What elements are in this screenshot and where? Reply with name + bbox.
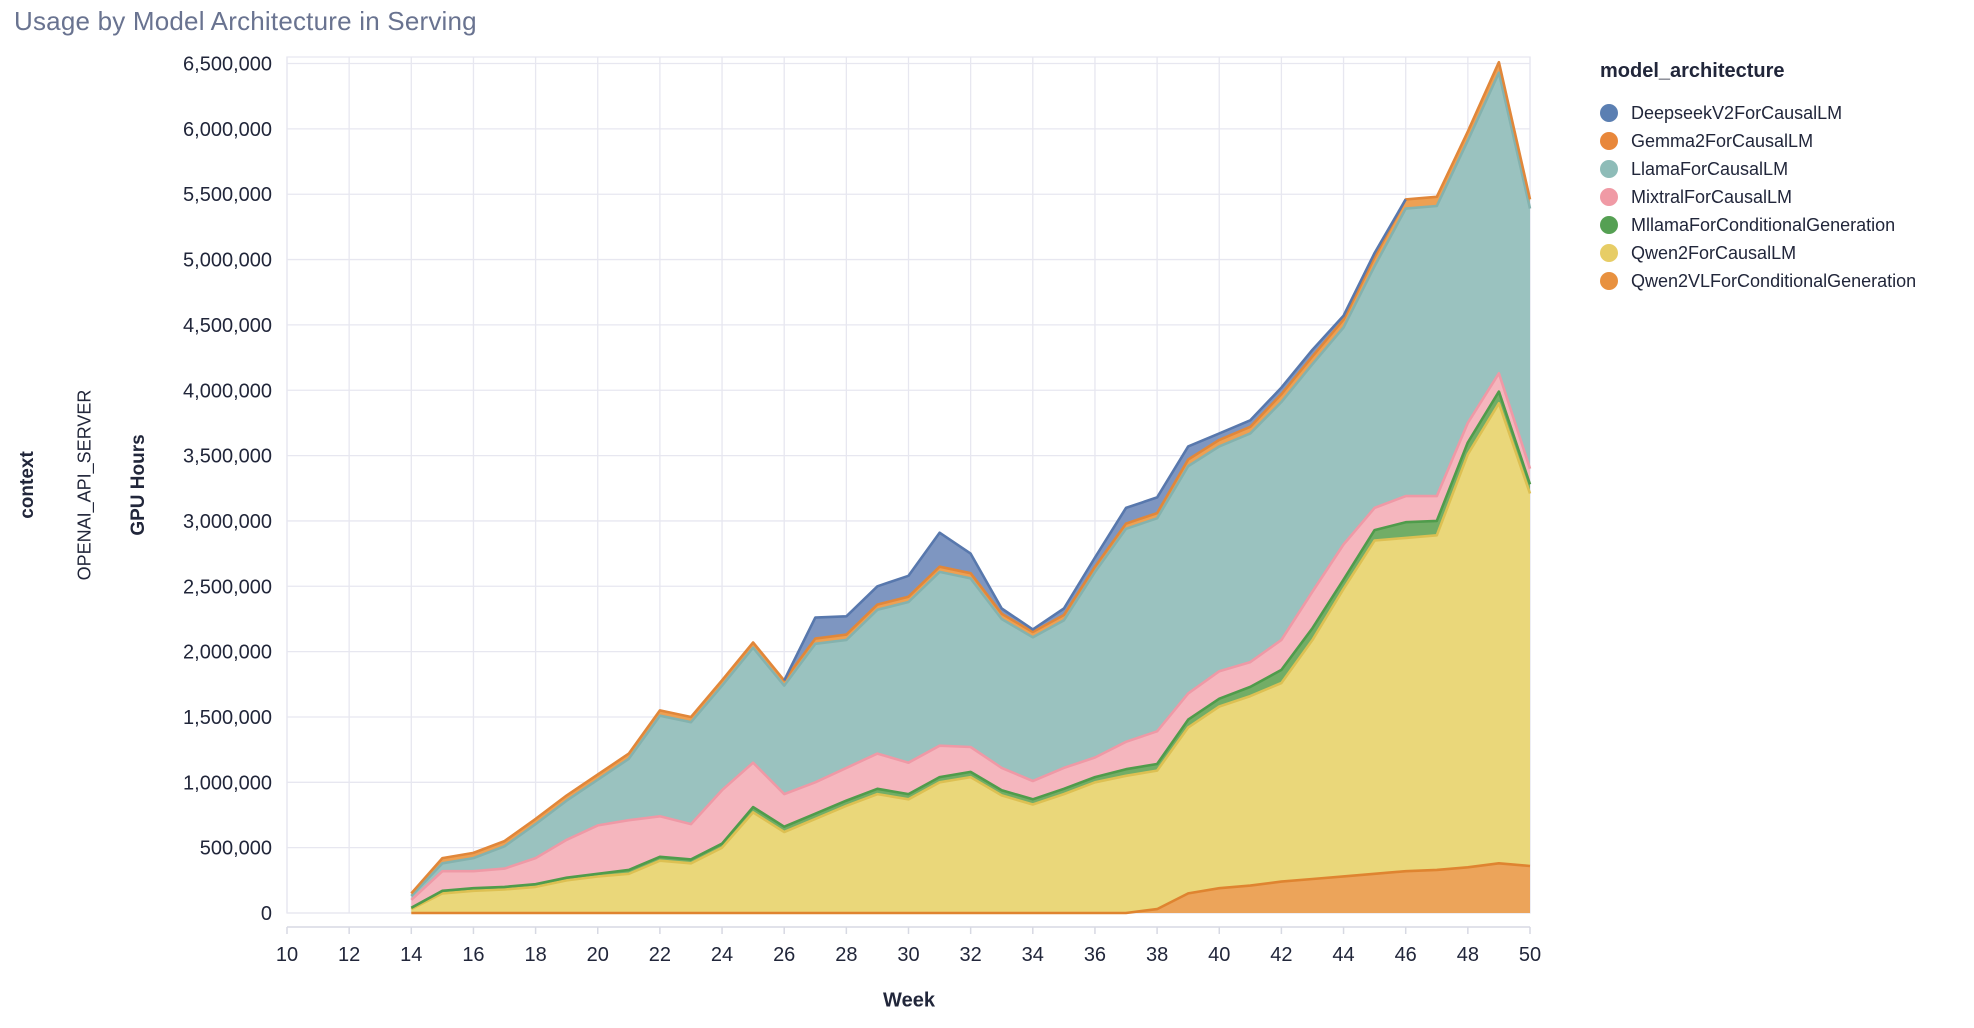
x-tick-label: 42 — [1270, 944, 1292, 966]
x-tick-label: 16 — [462, 944, 484, 966]
legend-label: LlamaForCausalLM — [1631, 158, 1789, 179]
facet-row-field-label: context — [17, 451, 38, 519]
line-MllamaForConditionalGeneration — [410, 390, 1532, 909]
x-axis-title: Week — [883, 989, 935, 1012]
x-tick-label: 46 — [1395, 944, 1417, 966]
y-axis-title: GPU Hours — [128, 434, 149, 536]
legend: model_architecture DeepseekV2ForCausalLM… — [1600, 60, 1960, 295]
x-tick-label: 10 — [276, 944, 298, 966]
x-tick-label: 22 — [649, 944, 671, 966]
line-Qwen2VLForConditionalGeneration — [411, 862, 1531, 915]
y-axis: 0 500,000 1,000,000 1,500,000 2,000,000 2,500… — [183, 54, 272, 925]
x-tick-label: 30 — [897, 944, 919, 966]
y-tick-label: 6,000,000 — [183, 119, 272, 141]
legend-swatch-icon — [1600, 272, 1618, 290]
x-tick-label: 26 — [773, 944, 795, 966]
legend-title: model_architecture — [1600, 60, 1785, 82]
y-tick-label: 6,500,000 — [183, 54, 272, 76]
x-tick-label: 36 — [1084, 944, 1106, 966]
legend-swatch-icon — [1600, 104, 1618, 122]
x-axis: 10 12 14 16 18 20 22 24 26 28 30 32 34 36 38 40 42 44 46 48… — [276, 926, 1541, 966]
x-tick-label: 34 — [1022, 944, 1044, 966]
legend-item: LlamaForCausalLM — [1600, 155, 1960, 183]
line-Gemma2ForCausalLM — [410, 60, 1532, 895]
line-MixtralForCausalLM — [410, 372, 1532, 901]
y-tick-label: 500,000 — [200, 838, 272, 860]
x-tick-label: 24 — [711, 944, 733, 966]
line-DeepseekV2ForCausalLM — [783, 198, 1407, 681]
legend-swatch-icon — [1600, 244, 1618, 262]
x-tick-label: 12 — [338, 944, 360, 966]
y-tick-label: 4,000,000 — [183, 380, 272, 402]
legend-swatch-icon — [1600, 160, 1618, 178]
page-title: Usage by Model Architecture in Serving — [14, 6, 477, 36]
x-tick-label: 32 — [960, 944, 982, 966]
y-tick-label: 1,500,000 — [183, 707, 272, 729]
legend-item: MixtralForCausalLM — [1600, 183, 1960, 211]
x-tick-label: 50 — [1519, 944, 1541, 966]
line-Qwen2ForCausalLM — [410, 402, 1532, 911]
legend-items: DeepseekV2ForCausalLM Gemma2ForCausalLM Ll… — [1600, 99, 1960, 295]
y-tick-label: 2,500,000 — [183, 576, 272, 598]
legend-item: Qwen2VLForConditionalGeneration — [1600, 267, 1960, 295]
legend-swatch-icon — [1600, 132, 1618, 150]
area-DeepseekV2ForCausalLM — [784, 199, 1406, 681]
y-tick-label: 0 — [261, 903, 272, 925]
y-tick-label: 4,500,000 — [183, 315, 272, 337]
y-tick-label: 1,000,000 — [183, 772, 272, 794]
y-tick-label: 3,000,000 — [183, 511, 272, 533]
x-tick-label: 20 — [587, 944, 609, 966]
y-tick-label: 5,500,000 — [183, 184, 272, 206]
legend-item: DeepseekV2ForCausalLM — [1600, 99, 1960, 127]
y-tick-label: 5,000,000 — [183, 250, 272, 272]
legend-swatch-icon — [1600, 216, 1618, 234]
legend-item: Qwen2ForCausalLM — [1600, 239, 1960, 267]
x-tick-label: 18 — [524, 944, 546, 966]
x-tick-label: 14 — [400, 944, 422, 966]
x-tick-label: 44 — [1332, 944, 1354, 966]
x-tick-label: 40 — [1208, 944, 1230, 966]
area-toplines — [410, 60, 1532, 915]
y-tick-label: 3,500,000 — [183, 446, 272, 468]
x-tick-label: 28 — [835, 944, 857, 966]
legend-label: Gemma2ForCausalLM — [1631, 130, 1814, 151]
area-LlamaForCausalLM — [411, 72, 1530, 900]
x-tick-label: 48 — [1457, 944, 1479, 966]
line-LlamaForCausalLM — [410, 71, 1532, 897]
legend-label: MixtralForCausalLM — [1631, 186, 1793, 207]
legend-item: MllamaForConditionalGeneration — [1600, 211, 1960, 239]
facet-row-value-label: OPENAI_API_SERVER — [74, 389, 95, 581]
y-tick-label: 2,000,000 — [183, 642, 272, 664]
legend-label: Qwen2ForCausalLM — [1631, 242, 1797, 263]
x-tick-label: 38 — [1146, 944, 1168, 966]
legend-label: DeepseekV2ForCausalLM — [1631, 102, 1843, 123]
legend-swatch-icon — [1600, 188, 1618, 206]
legend-label: Qwen2VLForConditionalGeneration — [1631, 270, 1917, 291]
area-Qwen2ForCausalLM — [411, 403, 1530, 913]
area-Qwen2VLForConditionalGeneration — [411, 863, 1530, 913]
legend-item: Gemma2ForCausalLM — [1600, 127, 1960, 155]
area-fills — [411, 62, 1530, 913]
legend-label: MllamaForConditionalGeneration — [1631, 214, 1896, 235]
